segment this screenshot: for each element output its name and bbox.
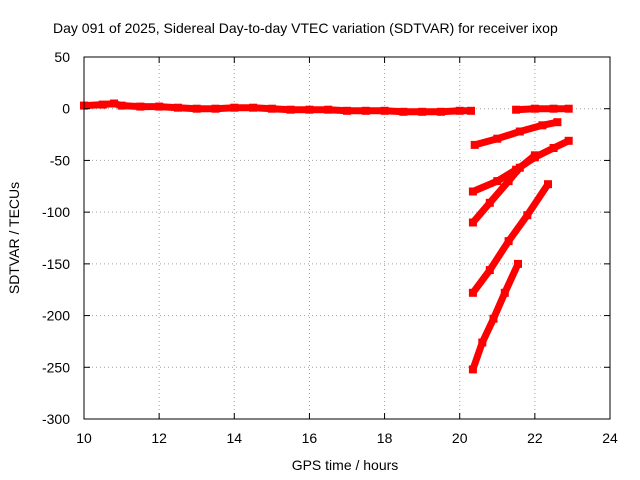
data-point (468, 218, 477, 227)
data-point (504, 177, 513, 186)
y-tick-labels: 50 0 -50 -100 -150 -200 -250 -300 (42, 49, 70, 427)
y-tick-label: 50 (54, 49, 70, 65)
data-point (230, 103, 239, 112)
data-point (211, 104, 220, 113)
data-point (399, 107, 408, 116)
data-point (436, 107, 445, 116)
data-point (249, 103, 258, 112)
data-point (468, 187, 477, 196)
data-point (324, 105, 333, 114)
y-tick-label: -250 (42, 359, 70, 375)
data-point (485, 198, 494, 207)
data-point (523, 211, 532, 220)
plot-frame (83, 56, 611, 420)
x-tick-label: 10 (76, 430, 92, 446)
data-point (380, 106, 389, 115)
data-point (117, 101, 126, 110)
x-tick-label: 18 (377, 430, 393, 446)
data-point (98, 100, 107, 109)
data-point (512, 105, 521, 114)
data-point (478, 338, 487, 347)
y-tick-label: -50 (50, 152, 70, 168)
data-point (470, 140, 479, 149)
y-tick-label: 0 (62, 101, 70, 117)
x-tick-label: 20 (452, 430, 468, 446)
data-point (418, 107, 427, 116)
data-point (343, 106, 351, 115)
x-tick-labels: 10 12 14 16 18 20 22 24 (76, 430, 618, 446)
x-tick-label: 22 (527, 430, 543, 446)
data-point (468, 288, 477, 297)
data-point (504, 237, 513, 246)
chart-title: Day 091 of 2025, Sidereal Day-to-day VTE… (53, 20, 558, 36)
data-point (530, 104, 539, 113)
data-point (544, 180, 552, 189)
data-point (493, 177, 502, 186)
data-point (500, 288, 509, 297)
data-point (489, 314, 498, 323)
data-point (110, 99, 119, 108)
data-point (564, 136, 573, 145)
data-point (549, 104, 558, 113)
data-point (286, 105, 295, 114)
y-tick-label: -200 (42, 308, 70, 324)
data-point (485, 266, 494, 275)
x-tick-label: 24 (602, 430, 618, 446)
x-tick-label: 14 (226, 430, 242, 446)
data-point (514, 259, 522, 268)
data-point (515, 127, 524, 136)
data-point (553, 118, 562, 127)
y-axis-label: SDTVAR / TECUs (6, 182, 22, 294)
data-point (468, 365, 477, 374)
data-point (173, 103, 182, 112)
y-tick-label: -300 (42, 411, 70, 427)
data-point (305, 105, 314, 114)
data-point (564, 104, 573, 113)
data-point (515, 163, 524, 172)
data-point (136, 102, 145, 111)
data-point (192, 104, 201, 113)
data-point (361, 106, 370, 115)
data-point (493, 134, 502, 143)
y-tick-label: -100 (42, 204, 70, 220)
data-point (538, 121, 547, 130)
data-point (467, 106, 475, 115)
data-point (155, 102, 164, 111)
data-point (455, 106, 464, 115)
data-point (530, 151, 539, 160)
y-tick-label: -150 (42, 256, 70, 272)
data-point (267, 104, 276, 113)
data-point (549, 144, 558, 152)
series-late-baseline (515, 105, 569, 114)
x-axis-label: GPS time / hours (292, 457, 399, 473)
axis-ticks (83, 56, 611, 420)
grid (84, 57, 610, 419)
x-tick-label: 16 (302, 430, 318, 446)
x-tick-label: 12 (151, 430, 167, 446)
